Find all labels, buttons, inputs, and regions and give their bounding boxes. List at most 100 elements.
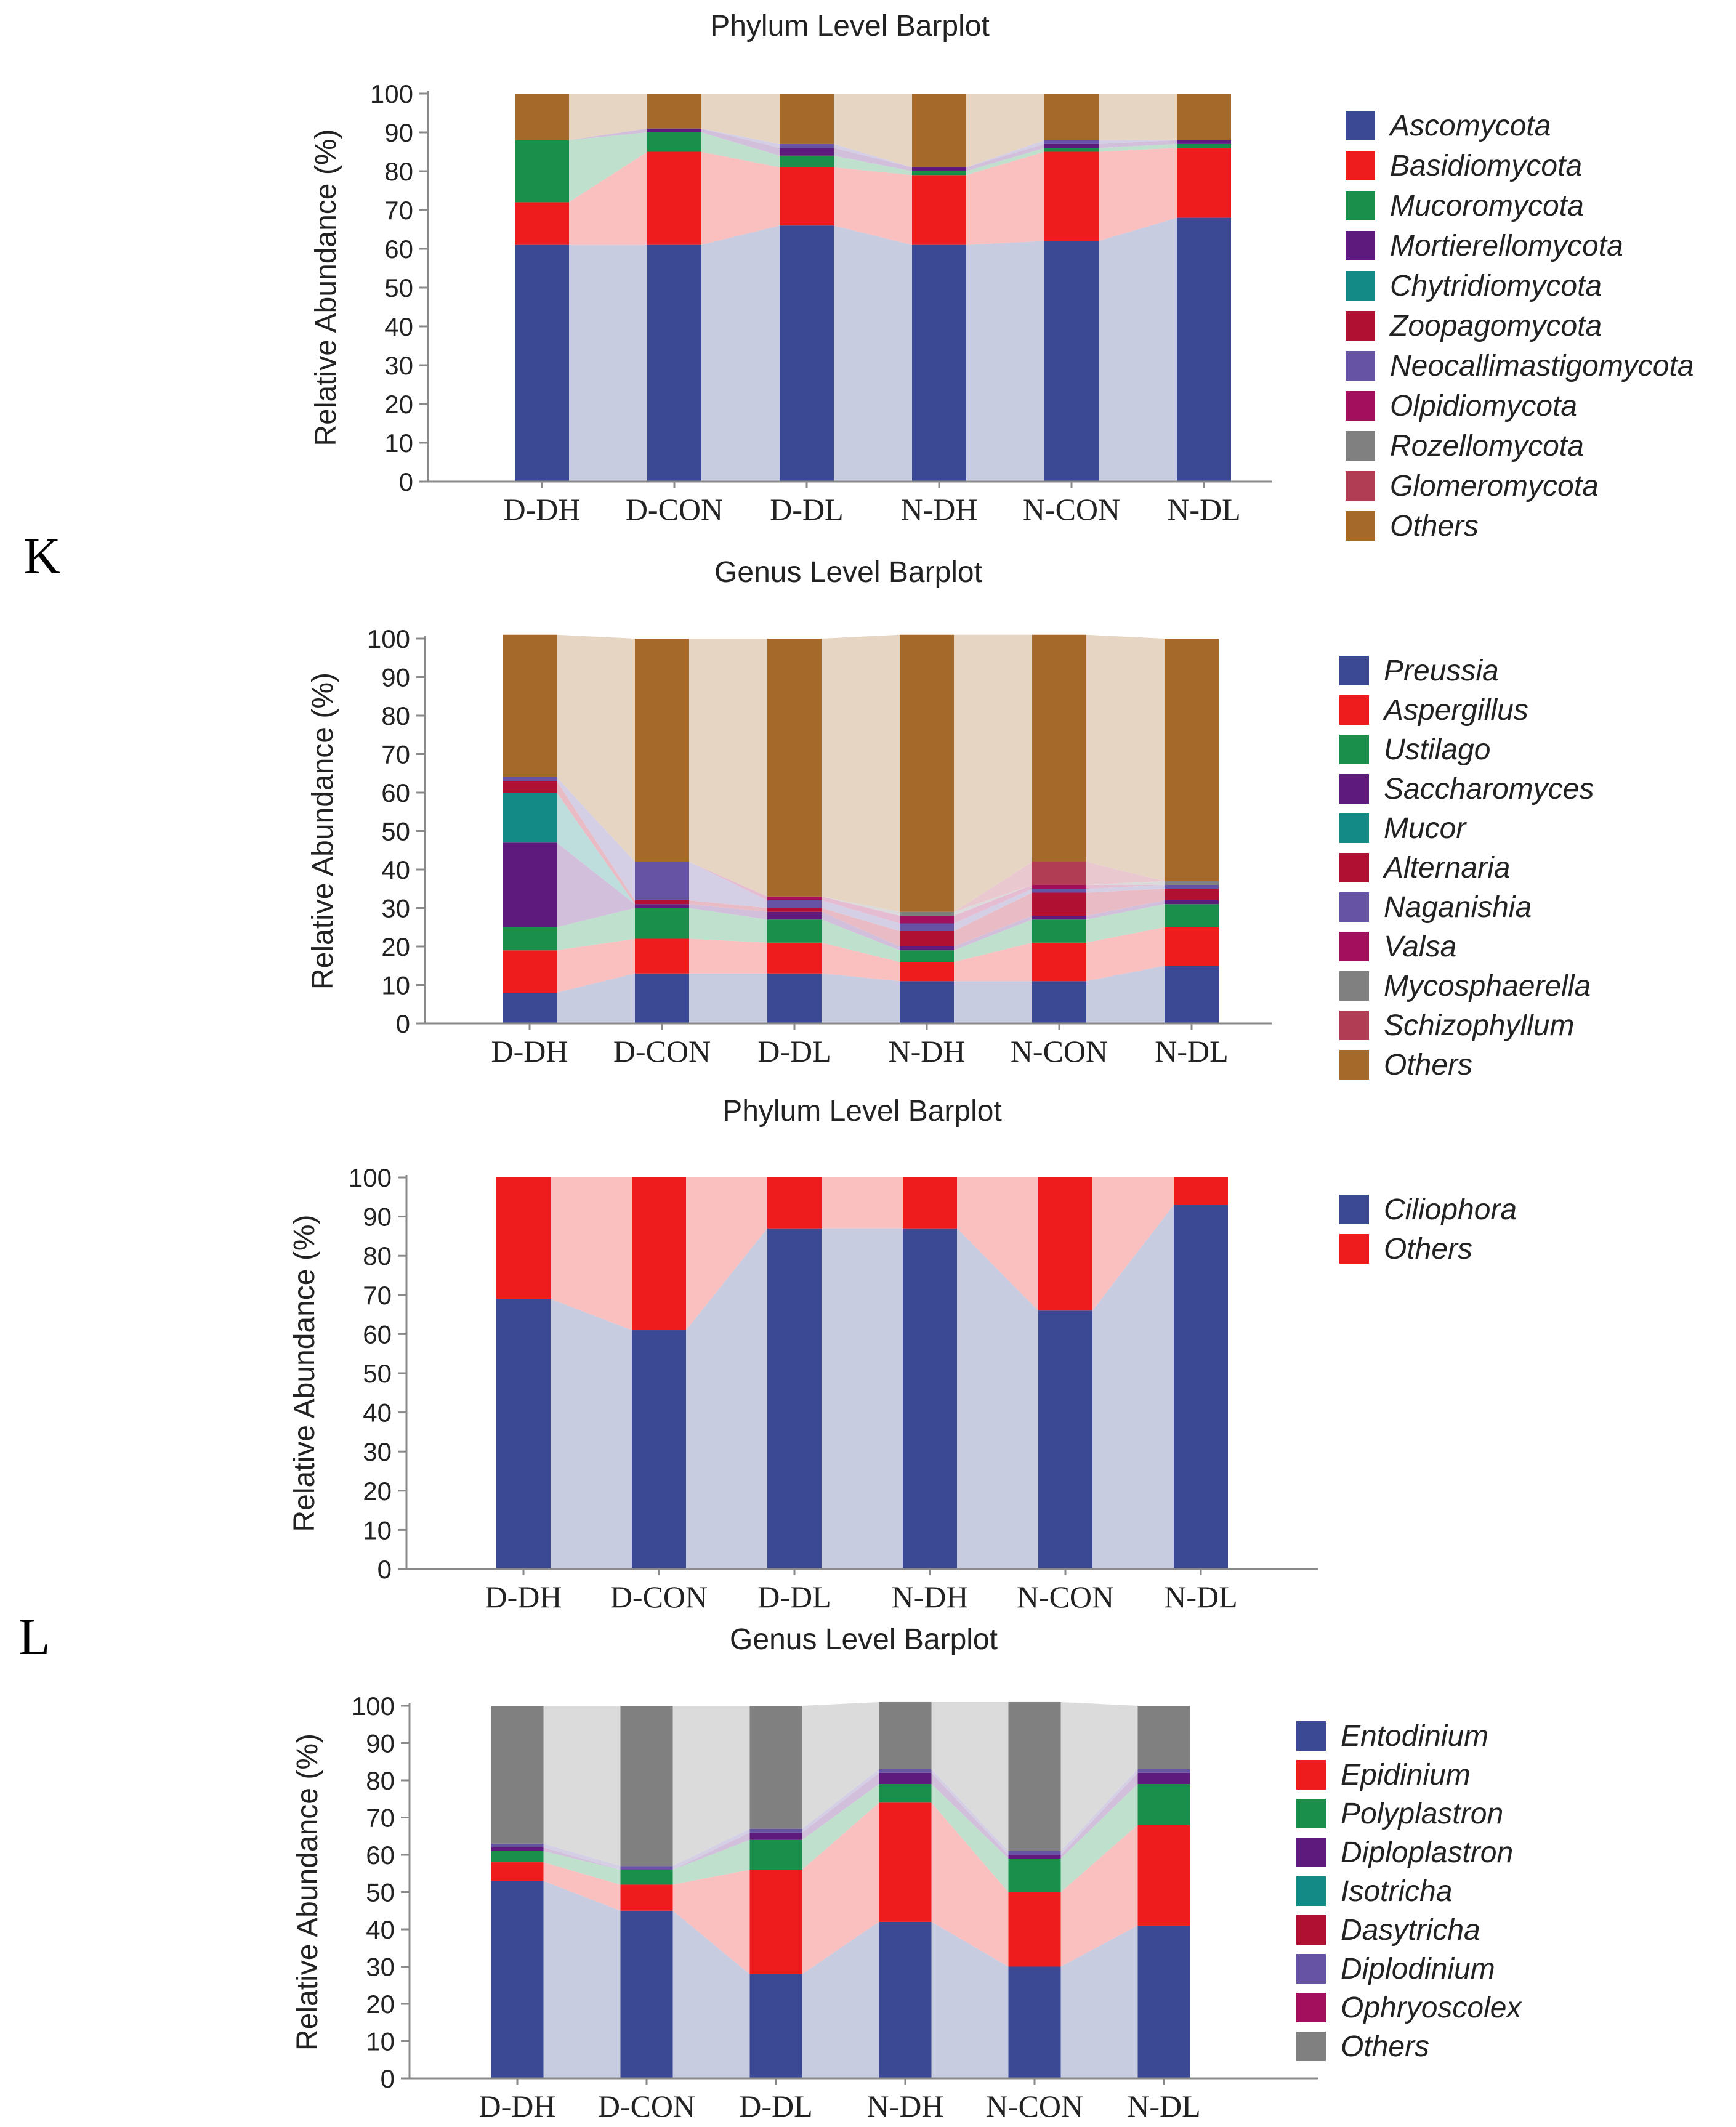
legend-label: Isotricha — [1341, 1875, 1452, 1908]
y-tick-label: 10 — [363, 1516, 392, 1544]
bar-entodinium-n-dh — [879, 1921, 932, 2078]
y-tick-label: 70 — [381, 740, 410, 769]
bar-mortierellomycota-d-dl — [780, 148, 834, 156]
y-tick-label: 50 — [381, 817, 410, 846]
band-diplodinium-3 — [802, 1769, 879, 1833]
bar-diplodinium-d-con — [620, 1866, 673, 1870]
x-tick-label: D-DL — [770, 492, 843, 527]
bar-valsa-d-dl — [767, 896, 822, 900]
panel-label-l: L — [18, 1608, 50, 1666]
x-tick-label: N-DL — [1155, 1034, 1228, 1068]
bar-aspergillus-n-dl — [1165, 927, 1219, 966]
bar-alternaria-d-dh — [503, 781, 557, 793]
y-tick-label: 10 — [381, 971, 410, 1000]
legend-label: Glomeromycota — [1390, 470, 1599, 502]
band-mortierellomycota-2 — [701, 128, 780, 156]
legend-swatch — [1339, 695, 1369, 725]
band-naganishia-4 — [954, 889, 1032, 931]
bar-saccharomyces-n-con — [1032, 916, 1086, 920]
y-tick-label: 40 — [366, 1915, 395, 1944]
bar-ciliophora-n-con — [1038, 1310, 1092, 1569]
band-alternaria-2 — [689, 900, 767, 912]
bar-others-n-con — [1032, 634, 1086, 862]
bar-others-n-dl — [1137, 1706, 1190, 1769]
band-others-5 — [1086, 634, 1165, 881]
bar-mortierellomycota-d-con — [647, 128, 701, 132]
bar-neocallimastigomycota-n-con — [1044, 140, 1099, 144]
band-others-1 — [569, 94, 647, 140]
band-others-2 — [672, 1706, 750, 1867]
band-ciliophora-4 — [957, 1228, 1038, 1569]
legend-swatch — [1296, 1993, 1326, 2022]
legend-swatch — [1296, 1876, 1326, 1906]
y-tick-label: 10 — [384, 429, 413, 458]
bar-entodinium-n-con — [1008, 1966, 1061, 2078]
x-tick-label: D-CON — [613, 1034, 711, 1068]
band-epidinium-3 — [802, 1802, 879, 1974]
x-tick-label: D-DL — [739, 2089, 812, 2123]
y-tick-label: 60 — [384, 235, 413, 264]
bar-polyplastron-n-dh — [879, 1784, 932, 1803]
band-valsa-3 — [822, 896, 900, 924]
y-tick-label: 90 — [384, 118, 413, 147]
band-others-4 — [954, 634, 1032, 912]
band-mucoromycota-5 — [1099, 143, 1177, 152]
legend-swatch — [1339, 1050, 1369, 1080]
band-basidiomycota-3 — [834, 167, 912, 245]
bar-alternaria-n-con — [1032, 892, 1086, 916]
bar-others-d-con — [620, 1706, 673, 1867]
band-aspergillus-3 — [822, 942, 900, 982]
x-tick-label: N-CON — [1011, 1034, 1108, 1068]
bar-neocallimastigomycota-d-dl — [780, 143, 834, 148]
y-axis-label: Relative Abundance (%) — [291, 1733, 324, 2051]
band-ustilago-3 — [822, 919, 900, 962]
x-tick-label: N-CON — [1023, 492, 1120, 527]
band-mortierellomycota-3 — [834, 148, 912, 171]
bar-others-n-con — [1008, 1701, 1061, 1851]
chart-title: Genus Level Barplot — [714, 556, 982, 589]
bar-basidiomycota-d-dh — [515, 202, 569, 245]
bar-diploplastron-n-dh — [879, 1772, 932, 1785]
band-diplodinium-4 — [931, 1769, 1009, 1855]
legend-swatch — [1346, 391, 1375, 421]
bar-entodinium-d-dh — [491, 1881, 544, 2078]
band-entodinium-3 — [802, 1921, 879, 2078]
x-tick-label: D-DH — [485, 1580, 562, 1614]
legend-label: Mucoromycota — [1390, 190, 1584, 222]
y-tick-label: 40 — [384, 312, 413, 341]
legend-swatch — [1339, 1195, 1369, 1224]
bar-others-d-dl — [749, 1706, 802, 1829]
band-aspergillus-2 — [689, 938, 767, 974]
band-others-3 — [822, 1177, 903, 1229]
y-tick-label: 80 — [366, 1766, 395, 1795]
band-alternaria-3 — [822, 908, 900, 946]
bar-others-n-dh — [879, 1701, 932, 1769]
y-tick-label: 100 — [370, 79, 413, 108]
band-basidiomycota-1 — [569, 151, 647, 245]
y-tick-label: 100 — [352, 1692, 395, 1721]
bar-mycosphaerella-n-dl — [1165, 881, 1219, 885]
bar-entodinium-d-con — [620, 1910, 673, 2078]
bar-diplodinium-d-dh — [491, 1843, 544, 1847]
bar-diplodinium-n-dh — [879, 1769, 932, 1773]
band-mucoromycota-4 — [966, 148, 1044, 176]
legend-swatch — [1296, 1760, 1326, 1790]
legend-swatch — [1346, 511, 1375, 541]
bar-naganishia-d-dh — [503, 777, 557, 781]
bar-naganishia-d-con — [635, 862, 689, 900]
bar-diplodinium-n-dl — [1137, 1769, 1190, 1773]
band-diploplastron-1 — [543, 1847, 621, 1870]
bar-others-d-dh — [491, 1706, 544, 1844]
bar-others-d-dh — [515, 94, 569, 140]
bar-mortierellomycota-n-dl — [1177, 140, 1231, 144]
band-alternaria-1 — [557, 781, 635, 905]
legend-label: Saccharomyces — [1384, 773, 1594, 805]
bar-ustilago-d-con — [635, 908, 689, 939]
band-saccharomyces-1 — [557, 842, 635, 927]
band-polyplastron-2 — [672, 1839, 750, 1885]
band-naganishia-2 — [689, 862, 767, 908]
legend-swatch — [1339, 735, 1369, 764]
y-tick-label: 80 — [381, 701, 410, 730]
band-ascomycota-1 — [569, 244, 647, 482]
